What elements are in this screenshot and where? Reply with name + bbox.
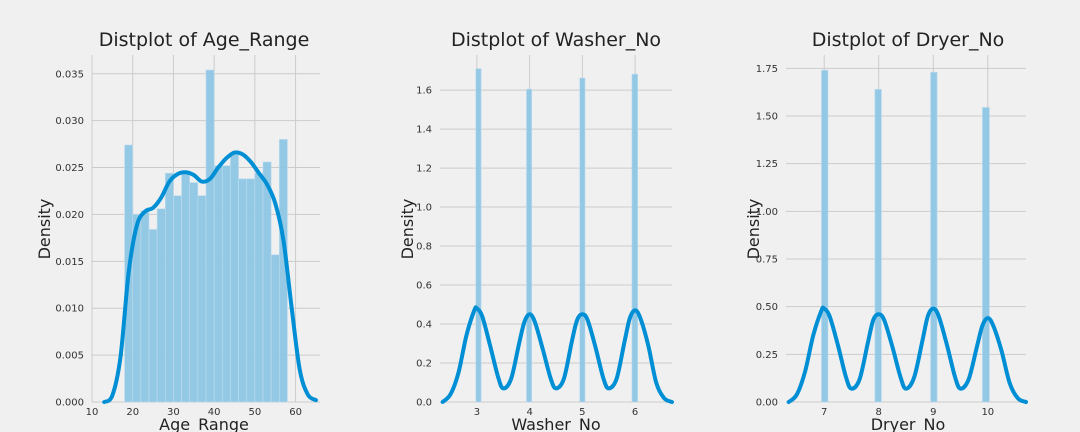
x-tick-label: 3: [474, 407, 480, 418]
y-tick-label: 0.75: [756, 255, 778, 266]
histogram-bar: [475, 68, 482, 403]
x-tick-labels: 10 20 30 40 50 60: [86, 407, 302, 418]
x-tick-label: 8: [876, 407, 882, 418]
kde-curve-group: [440, 305, 674, 404]
x-axis-label: Washer_No: [511, 415, 600, 432]
histogram-bar: [189, 182, 199, 403]
y-tick-labels: 0.0 0.2 0.4 0.6 0.8 1.0 1.2 1.4 1.6: [416, 86, 432, 409]
x-axis-label: Age_Range: [159, 415, 249, 432]
y-tick-label: 1.75: [756, 64, 778, 75]
histogram-bar: [526, 88, 533, 403]
histogram-bar: [874, 89, 882, 403]
x-tick-label: 9: [930, 407, 936, 418]
x-tick-label: 30: [167, 407, 180, 418]
y-tick-label: 1.50: [756, 112, 778, 123]
y-tick-label: 0.020: [55, 210, 84, 221]
histogram-bar: [140, 210, 150, 403]
chart-title: Distplot of Age_Range: [99, 29, 310, 51]
histogram-bar: [262, 161, 272, 403]
x-tick-label: 10: [981, 407, 994, 418]
histogram-bar: [982, 107, 990, 403]
histogram-bar: [238, 178, 248, 403]
x-tick-label: 50: [248, 407, 261, 418]
y-axis-label: Density: [398, 199, 417, 260]
y-tick-label: 0.030: [55, 116, 84, 127]
y-tick-label: 1.4: [416, 125, 432, 136]
y-tick-label: 0.4: [416, 320, 432, 331]
x-tick-label: 5: [579, 407, 585, 418]
y-tick-label: 0.0: [416, 398, 432, 409]
y-tick-labels: 0.000 0.005 0.010 0.015 0.020 0.025 0.030 0.035: [55, 69, 84, 408]
histogram-bars: [475, 68, 639, 403]
histogram-bar: [156, 208, 166, 403]
y-tick-label: 1.2: [416, 164, 432, 175]
y-axis-label: Density: [744, 199, 763, 260]
x-tick-label: 7: [821, 407, 827, 418]
x-tick-label: 60: [289, 407, 302, 418]
x-tick-label: 20: [126, 407, 139, 418]
y-tick-label: 0.50: [756, 302, 778, 313]
x-tick-label: 4: [526, 407, 532, 418]
histogram-bar: [173, 195, 182, 403]
y-tick-label: 1.00: [756, 207, 778, 218]
y-tick-label: 1.0: [416, 203, 432, 214]
histogram-bar: [270, 254, 280, 403]
x-tick-labels: 3 4 5 6: [474, 407, 639, 418]
x-axis-label: Dryer_No: [871, 415, 946, 432]
y-tick-label: 0.025: [55, 163, 84, 174]
histogram-bar: [213, 165, 223, 403]
y-tick-label: 0.25: [756, 350, 778, 361]
chart-title: Distplot of Washer_No: [451, 29, 661, 51]
histogram-bar: [930, 71, 938, 403]
histogram-bar: [254, 172, 264, 403]
kde-line: [102, 150, 318, 404]
y-tick-label: 0.00: [756, 398, 778, 409]
histogram-bar: [197, 195, 207, 403]
y-tick-label: 0.010: [55, 304, 84, 315]
y-tick-label: 0.6: [416, 281, 432, 292]
histogram-bar: [205, 69, 215, 403]
x-tick-label: 40: [208, 407, 221, 418]
y-tick-labels: 0.00 0.25 0.50 0.75 1.00 1.25 1.50 1.75: [756, 64, 778, 409]
histogram-bar: [579, 77, 586, 403]
kde-curve-group: [102, 150, 318, 404]
histogram-bar: [221, 165, 231, 403]
y-tick-label: 1.6: [416, 86, 432, 97]
y-tick-label: 0.000: [55, 398, 84, 409]
histogram-bar: [181, 172, 191, 403]
y-axis-label: Density: [35, 199, 54, 260]
y-tick-label: 0.8: [416, 242, 432, 253]
histogram-bar: [230, 154, 239, 403]
histogram-bar: [148, 229, 158, 403]
histogram-bar: [631, 73, 639, 403]
histogram-bars: [821, 69, 990, 403]
y-tick-label: 0.015: [55, 257, 84, 268]
kde-line: [440, 305, 674, 404]
x-tick-label: 10: [86, 407, 99, 418]
histogram-bar: [246, 178, 256, 403]
histogram-bars: [124, 69, 288, 403]
kde-line: [786, 305, 1028, 404]
panel-dryer-no: Distplot of Dryer_No Dryer_No Density 7 8…: [744, 29, 1028, 432]
y-tick-label: 1.25: [756, 159, 778, 170]
y-tick-label: 0.2: [416, 359, 432, 370]
x-tick-labels: 7 8 9 10: [821, 407, 994, 418]
panel-washer-no: Distplot of Washer_No Washer_No Density …: [398, 29, 674, 432]
x-tick-label: 6: [632, 407, 638, 418]
y-tick-label: 0.005: [55, 351, 84, 362]
panel-age-range: Distplot of Age_Range Age_Range Density …: [35, 29, 320, 432]
chart-title: Distplot of Dryer_No: [812, 29, 1005, 51]
kde-curve-group: [786, 305, 1028, 404]
histogram-bar: [821, 69, 829, 403]
y-tick-label: 0.035: [55, 69, 84, 80]
histogram-bar: [164, 172, 174, 403]
